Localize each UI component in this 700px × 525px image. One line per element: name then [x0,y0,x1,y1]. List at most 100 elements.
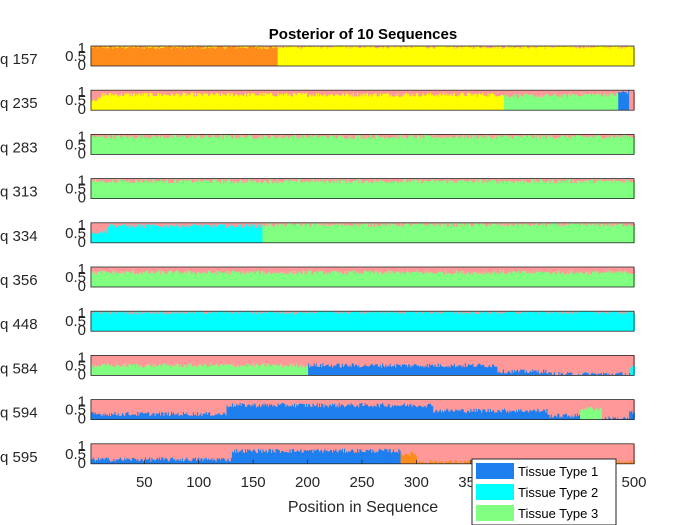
bar-type3 [506,181,508,199]
bar-type4 [472,224,474,227]
bar-type4 [290,222,293,225]
bar-type3 [120,182,123,199]
bar-type4 [332,134,334,137]
bar-type4 [389,92,392,97]
bar-type6 [174,46,176,66]
bar-type4 [534,90,536,96]
bar-type4 [571,90,573,95]
bar-type4 [166,224,169,228]
bar-type4 [210,223,212,227]
bar-type4 [588,134,591,137]
bar-type4 [335,90,337,95]
bar-type4 [424,222,426,225]
bar-type4 [258,90,260,96]
bar-type3 [631,226,633,243]
bar-type3 [496,138,498,155]
bar-type4 [313,134,315,137]
bar-type4 [142,180,145,183]
bar-type4 [120,136,123,139]
bar-type5 [412,46,414,66]
bar-type4 [412,134,414,136]
bar-type4 [191,134,194,136]
bar-type4 [127,90,129,95]
bar-type4 [517,92,519,98]
bar-type4 [143,90,146,93]
bar-type4 [107,91,110,96]
bar-type5 [539,46,542,66]
bar-type2 [175,225,177,243]
bar-type3 [533,97,535,111]
bar-type4 [131,91,134,97]
bar-type3 [497,135,499,155]
bar-type3 [608,180,610,199]
bar-type3 [599,226,602,243]
row-q-334: q 334 00.51 [0,217,635,251]
bar-type5 [542,46,544,66]
bar-type5 [346,92,348,111]
bar-type5 [114,94,116,111]
bar-type4 [481,134,483,138]
bar-type4 [151,90,153,94]
bar-type3 [398,138,400,155]
bar-type3 [327,136,330,155]
bar-type3 [302,138,305,155]
bar-type5 [258,47,260,49]
bar-type5 [414,47,417,66]
bar-type3 [493,135,495,155]
bar-type5 [587,47,590,66]
bar-type4 [307,92,309,97]
bar-type4 [353,178,356,181]
bar-type6 [271,46,273,66]
bar-type4 [501,223,504,226]
bar-type3 [466,182,469,199]
bar-type6 [272,47,274,66]
bar-type3 [91,135,93,155]
bar-type6 [274,47,276,66]
bar-type3 [354,226,357,243]
bar-type2 [96,233,99,243]
bar-type4 [540,222,543,225]
bar-type4 [378,134,381,137]
bar-type4 [487,90,490,94]
bar-type4 [527,222,530,225]
bar-type4 [486,224,488,227]
bar-type6 [116,47,119,66]
bar-type3 [433,179,435,199]
bar-type3 [293,224,296,243]
bar-type4 [623,46,626,48]
bar-type4 [96,267,99,272]
bar-type4 [375,90,377,94]
bar-type6 [252,46,255,66]
bar-type4 [439,135,442,138]
bar-type4 [437,134,440,137]
bar-type3 [610,223,613,243]
bar-type4 [312,90,314,95]
bar-type3 [377,136,380,155]
bar-type3 [584,224,586,243]
bar-type4 [98,267,100,273]
bar-type3 [487,224,490,243]
bar-type4 [439,90,442,93]
bar-type3 [557,181,559,199]
bar-type4 [469,46,471,48]
bar-type3 [112,270,114,287]
bar-type5 [398,96,400,111]
bar-type5 [463,95,466,111]
bar-type2 [94,230,97,243]
bar-type5 [572,46,574,66]
bar-type4 [113,91,115,96]
bar-type3 [272,183,274,199]
bar-type4 [240,178,243,180]
bar-type5 [300,93,302,111]
bar-type4 [432,135,434,138]
bar-type4 [291,134,294,137]
bar-type4 [427,90,430,94]
bar-type2 [191,225,194,243]
bar-type3 [218,181,221,199]
bar-type6 [225,48,227,66]
bar-type6 [128,46,130,66]
bar-type4 [276,91,278,97]
bar-type4 [194,222,197,226]
bar-type3 [432,179,434,199]
bar-type3 [284,180,286,199]
